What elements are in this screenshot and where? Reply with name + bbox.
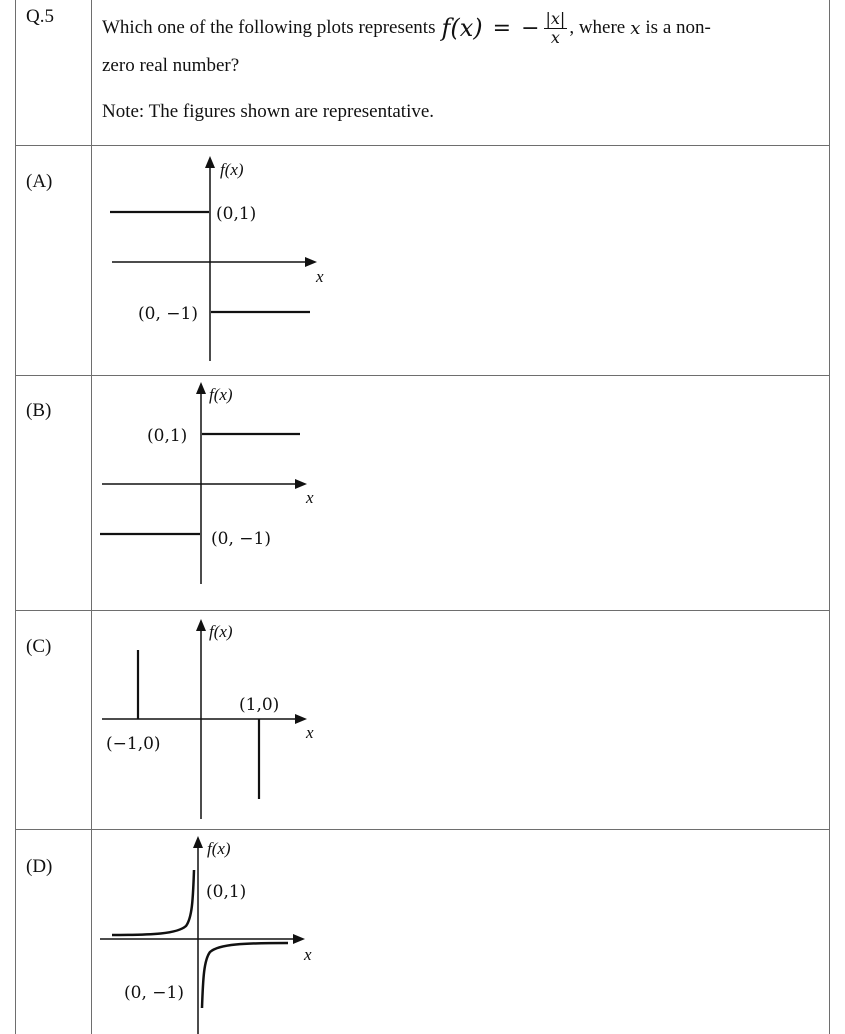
x-axis-label: x <box>305 488 314 507</box>
point-right-label: (1,0) <box>239 695 279 715</box>
question-variable: x <box>630 17 641 39</box>
question-line-1: Which one of the following plots represe… <box>102 5 711 51</box>
question-note: Note: The figures shown are representati… <box>102 101 435 122</box>
question-line-2: zero real number? <box>102 55 240 76</box>
x-axis-label: x <box>305 723 314 742</box>
curve-right-branch <box>200 941 289 1009</box>
y-axis-arrow-icon <box>196 619 206 631</box>
option-a-plot: f(x) x (0,1) (0, −1) <box>110 156 324 361</box>
option-c-plot: f(x) x (1,0) (−1,0) <box>102 619 314 819</box>
formula-lhs: f(x) <box>441 14 483 42</box>
point-lower-label: (0, −1) <box>138 304 198 324</box>
x-axis-arrow-icon <box>305 257 317 267</box>
formula-numerator: |x| <box>543 8 568 29</box>
x-axis-arrow-icon <box>295 714 307 724</box>
formula-minus: − <box>521 15 540 41</box>
y-axis-arrow-icon <box>205 156 215 168</box>
option-b-plot: f(x) x (0,1) (0, −1) <box>100 382 314 584</box>
y-axis-arrow-icon <box>193 836 203 848</box>
x-axis-label: x <box>315 267 324 286</box>
option-d-label: (D) <box>26 856 53 877</box>
option-c-label: (C) <box>26 636 52 657</box>
point-upper-label: (0,1) <box>147 426 187 446</box>
row-divider-b <box>15 610 830 611</box>
option-b-label: (B) <box>26 400 52 421</box>
point-upper-label: (0,1) <box>206 882 246 902</box>
point-lower-label: (0, −1) <box>211 529 271 549</box>
point-left-label: (−1,0) <box>106 734 161 754</box>
point-upper-label: (0,1) <box>216 204 256 224</box>
question-number: Q.5 <box>26 6 54 27</box>
x-axis-label: x <box>303 945 312 964</box>
x-axis-arrow-icon <box>293 934 305 944</box>
formula-fraction: |x| x <box>543 8 568 47</box>
question-text-end: is a non- <box>645 17 711 38</box>
table-column-divider <box>91 0 92 1034</box>
y-axis-label: f(x) <box>220 160 244 179</box>
y-axis-label: f(x) <box>209 385 233 404</box>
point-lower-label: (0, −1) <box>124 983 184 1003</box>
table-left-border <box>15 0 16 1034</box>
row-divider-question <box>15 145 830 146</box>
question-text-where: , where <box>569 17 626 38</box>
y-axis-arrow-icon <box>196 382 206 394</box>
formula-equals: = <box>492 15 512 41</box>
question-text-start: Which one of the following plots represe… <box>102 17 436 38</box>
row-divider-a <box>15 375 830 376</box>
y-axis-label: f(x) <box>209 622 233 641</box>
option-d-plot: f(x) x (0,1) (0, −1) <box>100 836 312 1034</box>
y-axis-label: f(x) <box>207 839 231 858</box>
table-right-border <box>829 0 830 1034</box>
curve-left-branch <box>111 869 196 937</box>
row-divider-c <box>15 829 830 830</box>
formula-denominator: x <box>550 27 560 47</box>
option-a-label: (A) <box>26 171 53 192</box>
x-axis-arrow-icon <box>295 479 307 489</box>
